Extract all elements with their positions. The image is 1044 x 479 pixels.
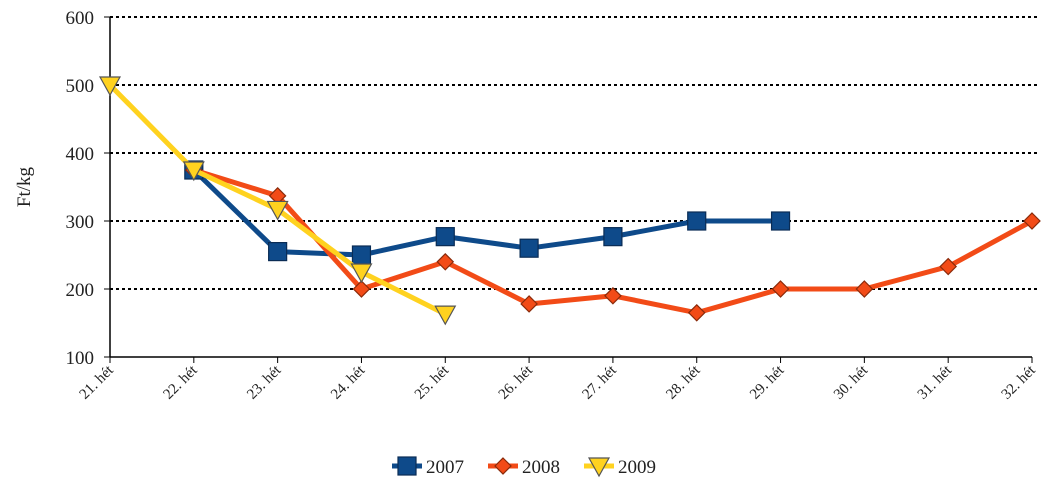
x-tick-label: 22. hét xyxy=(160,362,201,403)
data-point xyxy=(520,295,538,313)
x-tick-label: 23. hét xyxy=(244,362,285,403)
data-point xyxy=(351,245,372,265)
data-point xyxy=(604,286,622,305)
x-tick-label: 25. hét xyxy=(412,362,453,403)
x-tick-label: 32. hét xyxy=(999,362,1040,403)
data-point xyxy=(268,242,288,262)
legend-marker xyxy=(587,457,611,478)
y-tick-label: 300 xyxy=(66,212,95,233)
data-point xyxy=(435,227,455,247)
data-point xyxy=(352,280,371,298)
y-tick-label: 100 xyxy=(66,348,95,369)
x-tick-label: 28. hét xyxy=(663,362,704,403)
data-point xyxy=(350,263,373,284)
x-tick-label: 29. hét xyxy=(747,362,788,403)
data-point xyxy=(603,227,623,247)
x-tick-label: 24. hét xyxy=(328,362,369,403)
data-point xyxy=(98,76,122,97)
y-tick-label: 400 xyxy=(66,144,95,165)
legend-marker xyxy=(494,457,512,475)
x-tick-label: 26. hét xyxy=(496,362,537,403)
x-tick-label: 27. hét xyxy=(580,362,621,403)
series-line xyxy=(192,168,781,258)
y-axis-label: Ft/kg xyxy=(14,166,35,207)
y-tick-label: 200 xyxy=(66,280,95,301)
y-tick-label: 600 xyxy=(66,8,95,29)
legend-marker xyxy=(397,456,417,476)
y-tick-label: 500 xyxy=(66,76,95,97)
data-point xyxy=(182,161,205,182)
data-point xyxy=(770,211,791,231)
data-point xyxy=(436,252,455,271)
data-point xyxy=(939,257,958,276)
data-point xyxy=(855,280,874,298)
legend-label: 2009 xyxy=(618,457,656,478)
data-point xyxy=(519,238,539,258)
data-point xyxy=(1023,212,1041,230)
legend-label: 2008 xyxy=(522,457,560,478)
data-point xyxy=(687,211,707,231)
data-point xyxy=(266,200,289,221)
data-point xyxy=(687,303,706,322)
x-tick-label: 31. hét xyxy=(915,362,956,403)
legend-label: 2007 xyxy=(426,457,464,478)
x-tick-label: 30. hét xyxy=(831,362,872,403)
data-point xyxy=(434,305,457,326)
data-point xyxy=(771,280,790,298)
